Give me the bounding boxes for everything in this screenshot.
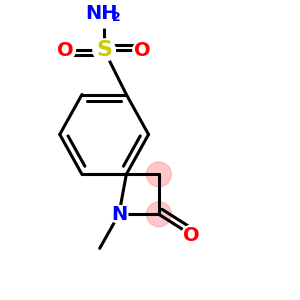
Text: O: O [57, 40, 74, 60]
Circle shape [146, 202, 171, 227]
Circle shape [146, 162, 171, 187]
Text: N: N [111, 205, 127, 224]
Circle shape [91, 1, 118, 28]
Text: O: O [183, 226, 200, 244]
Circle shape [93, 39, 116, 62]
Text: NH: NH [85, 4, 117, 23]
Circle shape [56, 40, 76, 60]
Text: S: S [96, 40, 112, 60]
Circle shape [110, 206, 128, 223]
Circle shape [133, 40, 152, 60]
Text: O: O [134, 40, 151, 60]
Text: 2: 2 [112, 11, 120, 24]
Circle shape [182, 225, 201, 245]
